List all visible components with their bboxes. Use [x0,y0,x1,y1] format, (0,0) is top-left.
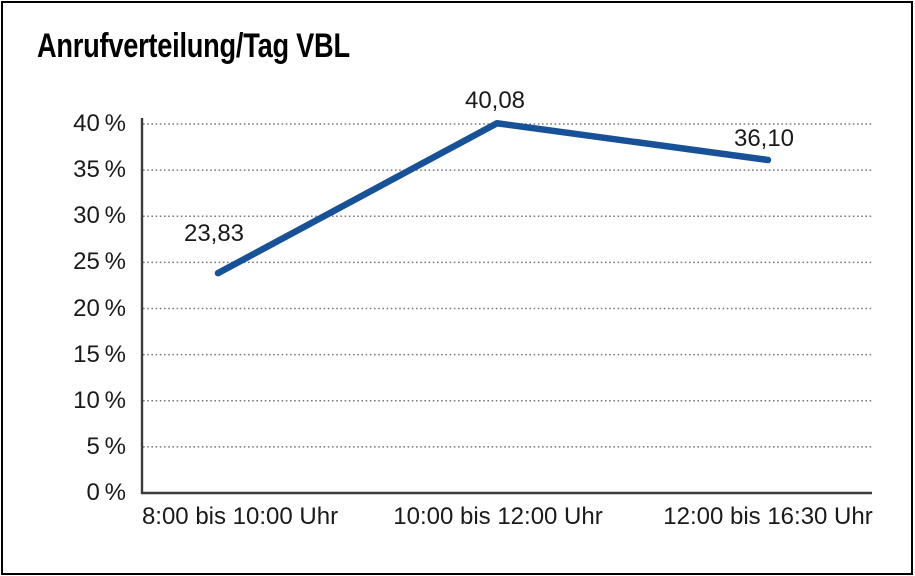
y-tick-label: 5 % [86,432,127,460]
data-point-label: 23,83 [183,220,245,248]
y-tick-label: 20 % [73,294,126,322]
y-tick-label: 10 % [73,386,126,414]
y-tick-label: 15 % [73,340,126,368]
y-tick-label: 0 % [86,479,127,506]
y-tick-label: 35 % [73,156,126,184]
data-point-label: 40,08 [464,87,526,115]
x-tick-label: 12:00 bis 16:30 Uhr [663,503,873,530]
x-tick-label: 10:00 bis 12:00 Uhr [393,503,603,530]
data-line [214,120,772,277]
x-tick-label: 8:00 bis 10:00 Uhr [141,503,339,530]
y-tick-label: 40 % [73,110,126,137]
y-tick-label: 30 % [73,202,126,230]
data-point-label: 36,10 [733,124,795,152]
chart-title: Anrufverteilung/Tag VBL [37,27,350,65]
y-tick-label: 25 % [73,248,126,276]
